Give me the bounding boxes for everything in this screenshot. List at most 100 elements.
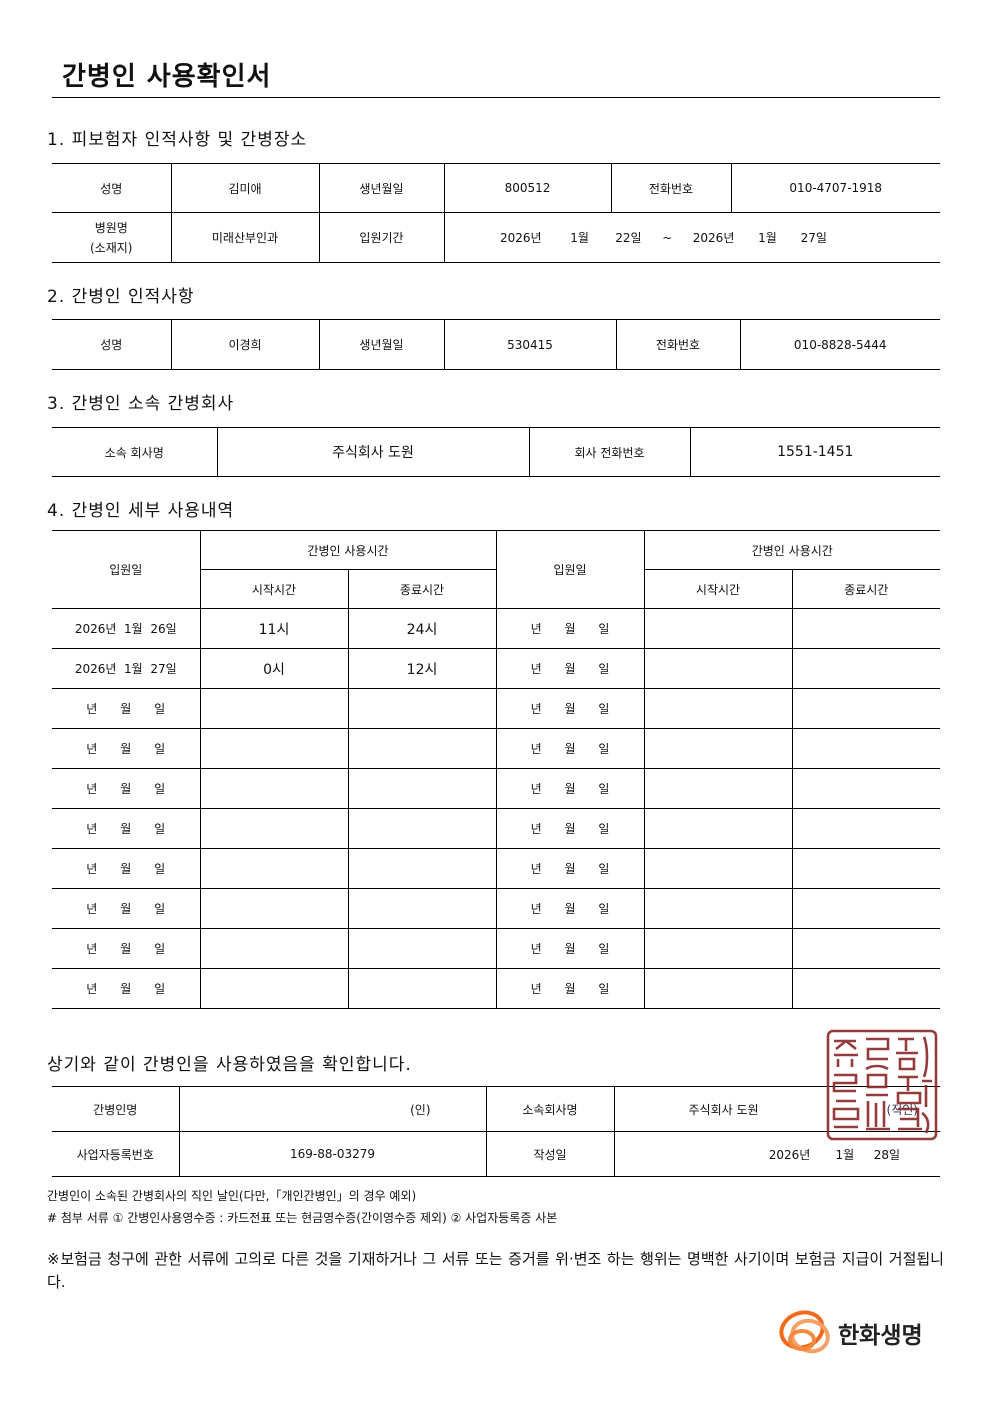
left-date-cell[interactable]: 년 월 일 [52, 728, 201, 769]
right-start-time-cell[interactable] [643, 688, 793, 729]
left-date-cell[interactable]: 년 월 일 [52, 808, 201, 849]
period-separator: ~ [662, 231, 673, 245]
left-date-cell[interactable]: 년 월 일 [52, 848, 201, 889]
caregiver-sign-field[interactable]: (인) [178, 1086, 487, 1132]
right-start-time-cell[interactable] [643, 928, 793, 969]
left-end-time-cell[interactable]: 12시 [347, 648, 497, 689]
left-end-time-cell[interactable] [347, 728, 497, 769]
period-end-month: 1월 [758, 231, 777, 245]
right-start-time-cell[interactable] [643, 648, 793, 689]
period-start-day: 22일 [615, 231, 642, 245]
period-end-year: 2026년 [692, 231, 735, 245]
right-date-cell[interactable]: 년 월 일 [495, 888, 645, 929]
left-date-cell[interactable]: 2026년 1월 27일 [52, 648, 201, 689]
company-name[interactable]: 주식회사 도원 [216, 427, 530, 477]
left-start-time-cell[interactable]: 11시 [199, 608, 349, 649]
right-end-time-cell[interactable] [791, 768, 941, 809]
left-date-cell[interactable]: 2026년 1월 26일 [52, 608, 201, 649]
insured-name[interactable]: 김미애 [170, 163, 320, 213]
section4-heading: 4. 간병인 세부 사용내역 [47, 501, 235, 521]
company-phone[interactable]: 1551-1451 [689, 427, 940, 477]
written-date[interactable]: 2026년 1월 28일 [613, 1131, 940, 1177]
right-date-cell[interactable]: 년 월 일 [495, 728, 645, 769]
right-end-time-cell[interactable] [791, 928, 941, 969]
left-end-time-cell[interactable] [347, 888, 497, 929]
right-date-cell[interactable]: 년 월 일 [495, 928, 645, 969]
admission-period[interactable]: 2026년 1월 22일 ~ 2026년 1월 27일 [443, 212, 940, 263]
caregiver-birth[interactable]: 530415 [443, 319, 617, 370]
attachment-note: # 첨부 서류 ① 간병인사용영수증 : 카드전표 또는 현금영수증(간이영수증… [47, 1211, 558, 1225]
right-end-time-cell[interactable] [791, 888, 941, 929]
right-start-time-cell[interactable] [643, 728, 793, 769]
hospital-label-text: 병원명 [94, 220, 128, 235]
caregiver-name[interactable]: 이경희 [170, 319, 320, 370]
left-end-time-cell[interactable] [347, 768, 497, 809]
left-start-time-cell[interactable] [199, 808, 349, 849]
left-start-time-cell[interactable] [199, 688, 349, 729]
left-start-time-cell[interactable] [199, 928, 349, 969]
right-date-cell[interactable]: 년 월 일 [495, 768, 645, 809]
insured-phone[interactable]: 010-4707-1918 [730, 163, 940, 213]
right-end-header: 종료시간 [791, 569, 941, 609]
left-date-cell[interactable]: 년 월 일 [52, 928, 201, 969]
right-end-time-cell[interactable] [791, 728, 941, 769]
right-date-cell[interactable]: 년 월 일 [495, 808, 645, 849]
right-date-cell[interactable]: 년 월 일 [495, 848, 645, 889]
confirm-company-label: 소속회사명 [485, 1086, 615, 1132]
left-start-header: 시작시간 [200, 569, 349, 609]
right-time-header: 간병인 사용시간 [643, 530, 941, 570]
logo-text: 한화생명 [838, 1323, 923, 1349]
right-start-header: 시작시간 [643, 569, 793, 609]
left-end-time-cell[interactable] [347, 688, 497, 729]
left-end-time-cell[interactable] [347, 968, 497, 1009]
period-start-year: 2026년 [499, 231, 542, 245]
bizno[interactable]: 169-88-03279 [178, 1131, 487, 1177]
left-date-cell[interactable]: 년 월 일 [52, 888, 201, 929]
left-date-cell[interactable]: 년 월 일 [52, 688, 201, 729]
left-end-time-cell[interactable]: 24시 [347, 608, 497, 649]
section1-heading: 1. 피보험자 인적사항 및 간병장소 [47, 130, 308, 150]
caregiver-name-label: 성명 [52, 319, 172, 370]
left-start-time-cell[interactable] [199, 728, 349, 769]
usage-detail-table: 입원일 간병인 사용시간 입원일 간병인 사용시간 시작시간 종료시간 시작시간… [52, 530, 941, 1009]
left-start-time-cell[interactable] [199, 968, 349, 1009]
confirm-statement: 상기와 같이 간병인을 사용하였음을 확인합니다. [47, 1055, 412, 1075]
right-date-cell[interactable]: 년 월 일 [495, 968, 645, 1009]
right-start-time-cell[interactable] [643, 808, 793, 849]
left-end-time-cell[interactable] [347, 848, 497, 889]
right-end-time-cell[interactable] [791, 848, 941, 889]
right-end-time-cell[interactable] [791, 648, 941, 689]
right-start-time-cell[interactable] [643, 848, 793, 889]
left-start-time-cell[interactable] [199, 768, 349, 809]
left-end-time-cell[interactable] [347, 808, 497, 849]
company-info-table: 소속 회사명 주식회사 도원 회사 전화번호 1551-1451 [52, 427, 940, 477]
hanwha-logo-icon [779, 1310, 830, 1354]
caregiver-phone[interactable]: 010-8828-5444 [739, 319, 940, 370]
right-end-time-cell[interactable] [791, 688, 941, 729]
insured-name-label: 성명 [52, 163, 172, 213]
right-date-cell[interactable]: 년 월 일 [495, 608, 645, 649]
right-start-time-cell[interactable] [643, 968, 793, 1009]
left-start-time-cell[interactable]: 0시 [199, 648, 349, 689]
right-start-time-cell[interactable] [643, 608, 793, 649]
left-date-cell[interactable]: 년 월 일 [52, 968, 201, 1009]
left-date-cell[interactable]: 년 월 일 [52, 768, 201, 809]
hanwha-life-logo: 한화생명 [778, 1306, 938, 1358]
right-end-time-cell[interactable] [791, 808, 941, 849]
right-end-time-cell[interactable] [791, 968, 941, 1009]
hospital-name[interactable]: 미래산부인과 [170, 212, 320, 263]
section2-heading: 2. 간병인 인적사항 [47, 287, 195, 307]
confirm-company[interactable]: 주식회사 도원 (직인) [613, 1086, 940, 1132]
hospital-label: 병원명 (소재지) [52, 212, 172, 263]
right-start-time-cell[interactable] [643, 768, 793, 809]
left-end-time-cell[interactable] [347, 928, 497, 969]
right-start-time-cell[interactable] [643, 888, 793, 929]
left-start-time-cell[interactable] [199, 848, 349, 889]
insured-birth[interactable]: 800512 [443, 163, 612, 213]
left-start-time-cell[interactable] [199, 888, 349, 929]
right-end-time-cell[interactable] [791, 608, 941, 649]
left-time-header: 간병인 사용시간 [199, 530, 497, 570]
right-date-cell[interactable]: 년 월 일 [495, 688, 645, 729]
right-date-cell[interactable]: 년 월 일 [495, 648, 645, 689]
usage-row: 2026년 1월 26일 11시 24시 년 월 일 [52, 608, 941, 649]
